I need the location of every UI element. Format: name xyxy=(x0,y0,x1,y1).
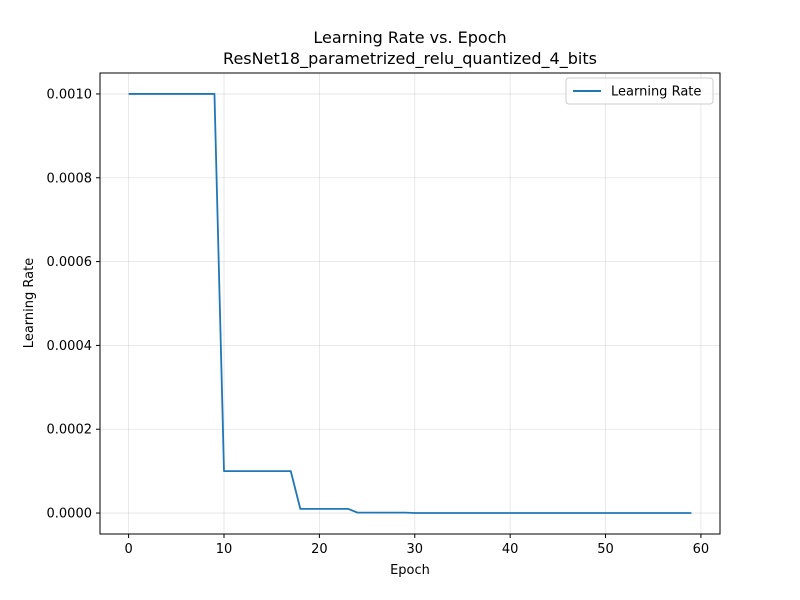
y-axis-label: Learning Rate xyxy=(22,258,37,348)
y-tick-label: 0.0006 xyxy=(47,255,93,270)
y-tick-label: 0.0000 xyxy=(47,507,93,522)
y-axis: 0.0000 0.0002 0.0004 0.0006 0.0008 0.0010 xyxy=(47,87,100,522)
x-tick-label: 10 xyxy=(216,542,233,557)
series-layer xyxy=(128,93,692,514)
chart-subtitle: ResNet18_parametrized_relu_quantized_4_b… xyxy=(223,49,597,69)
legend-label: Learning Rate xyxy=(611,85,701,100)
x-axis: 0 10 20 30 40 50 60 xyxy=(124,534,709,557)
y-tick-label: 0.0002 xyxy=(47,423,93,438)
legend: Learning Rate xyxy=(565,77,714,105)
x-tick-label: 20 xyxy=(311,542,328,557)
series-line xyxy=(128,93,692,514)
plot-frame xyxy=(99,72,721,535)
x-tick-label: 0 xyxy=(124,542,132,557)
y-tick-label: 0.0008 xyxy=(47,171,93,186)
legend-box xyxy=(565,77,714,105)
grid xyxy=(100,73,720,534)
x-tick-label: 50 xyxy=(597,542,614,557)
x-tick-label: 60 xyxy=(693,542,710,557)
x-tick-label: 40 xyxy=(502,542,519,557)
chart-title: Learning Rate vs. Epoch xyxy=(313,28,506,47)
x-tick-label: 30 xyxy=(406,542,423,557)
y-tick-label: 0.0004 xyxy=(47,339,93,354)
y-tick-label: 0.0010 xyxy=(47,87,93,102)
x-axis-label: Epoch xyxy=(390,563,430,578)
